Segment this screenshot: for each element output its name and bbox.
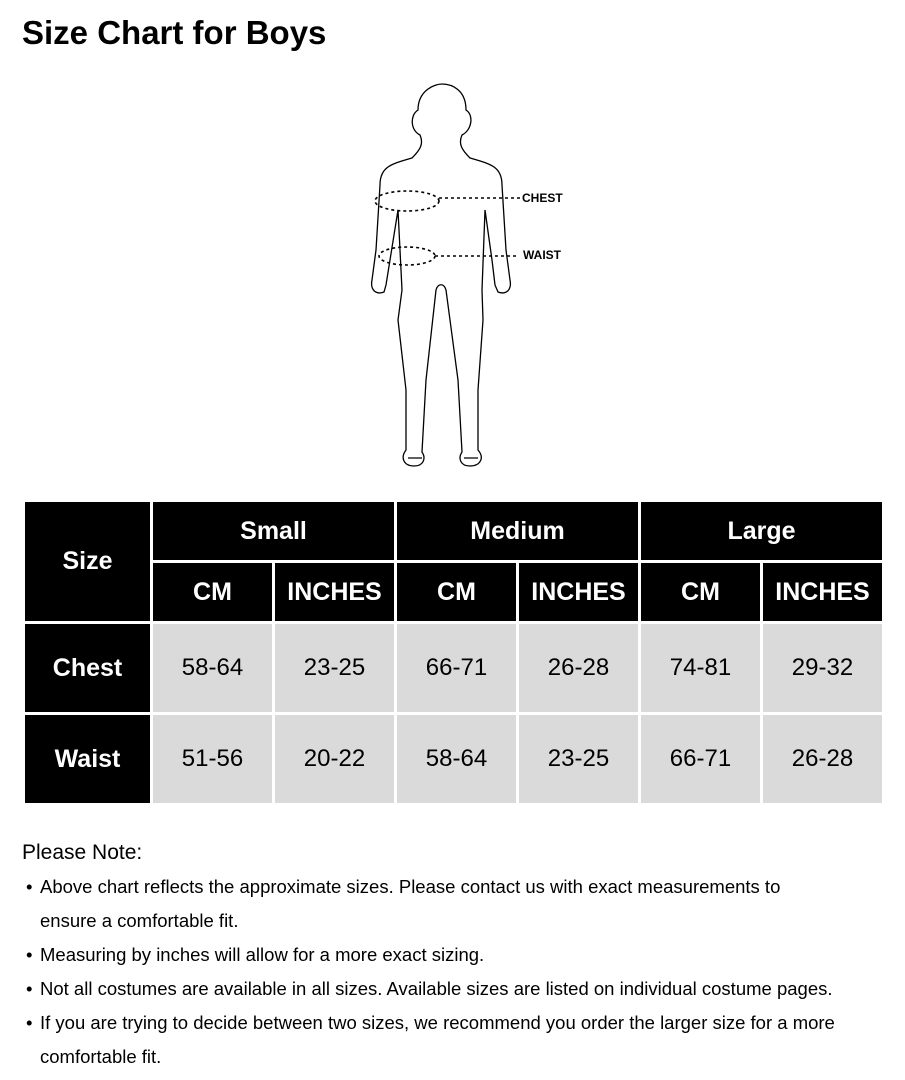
body-measurement-figure: CHEST WAIST <box>370 83 563 467</box>
note-text: ensure a comfortable fit. <box>40 910 239 931</box>
table-row-waist: Waist 51-56 20-22 58-64 23-25 66-71 26-2… <box>25 715 882 803</box>
note-text: comfortable fit. <box>40 1046 162 1067</box>
size-header: Size <box>25 502 150 621</box>
note-item: • Not all costumes are available in all s… <box>26 972 835 1006</box>
bullet-icon: • <box>26 1012 33 1033</box>
waist-label: WAIST <box>523 248 562 262</box>
table-cell: 51-56 <box>153 715 272 803</box>
bullet-icon: • <box>26 876 33 897</box>
table-cell: 66-71 <box>397 624 516 712</box>
note-text: If you are trying to decide between two … <box>40 1012 835 1033</box>
unit-header: CM <box>397 563 516 621</box>
row-label: Waist <box>25 715 150 803</box>
note-item: • If you are trying to decide between two… <box>26 1006 835 1074</box>
boy-silhouette <box>370 83 512 467</box>
table-cell: 20-22 <box>275 715 394 803</box>
page-title: Size Chart for Boys <box>22 14 327 51</box>
row-label: Chest <box>25 624 150 712</box>
table-cell: 23-25 <box>275 624 394 712</box>
note-text: Above chart reflects the approximate siz… <box>40 876 781 897</box>
size-table: Size Small Medium Large CM INCHES CM INC… <box>22 499 885 806</box>
table-cell: 26-28 <box>763 715 882 803</box>
table-cell: 58-64 <box>153 624 272 712</box>
table-cell: 58-64 <box>397 715 516 803</box>
group-medium: Medium <box>397 502 638 560</box>
bullet-icon: • <box>26 978 33 999</box>
unit-header: CM <box>641 563 760 621</box>
note-item: • Above chart reflects the approximate si… <box>26 870 835 938</box>
group-small: Small <box>153 502 394 560</box>
group-large: Large <box>641 502 882 560</box>
notes-section: Please Note: • Above chart reflects the a… <box>22 836 835 1074</box>
table-row-chest: Chest 58-64 23-25 66-71 26-28 74-81 29-3… <box>25 624 882 712</box>
unit-header: INCHES <box>763 563 882 621</box>
notes-heading: Please Note: <box>22 841 143 864</box>
measurement-lines <box>374 190 520 266</box>
table-cell: 29-32 <box>763 624 882 712</box>
unit-header: INCHES <box>275 563 394 621</box>
table-cell: 23-25 <box>519 715 638 803</box>
chest-label: CHEST <box>522 191 563 205</box>
unit-header: INCHES <box>519 563 638 621</box>
note-text: Not all costumes are available in all si… <box>40 978 833 999</box>
table-cell: 26-28 <box>519 624 638 712</box>
table-cell: 66-71 <box>641 715 760 803</box>
bullet-icon: • <box>26 944 33 965</box>
note-text: Measuring by inches will allow for a mor… <box>40 944 485 965</box>
unit-header: CM <box>153 563 272 621</box>
note-item: • Measuring by inches will allow for a mo… <box>26 938 835 972</box>
table-cell: 74-81 <box>641 624 760 712</box>
